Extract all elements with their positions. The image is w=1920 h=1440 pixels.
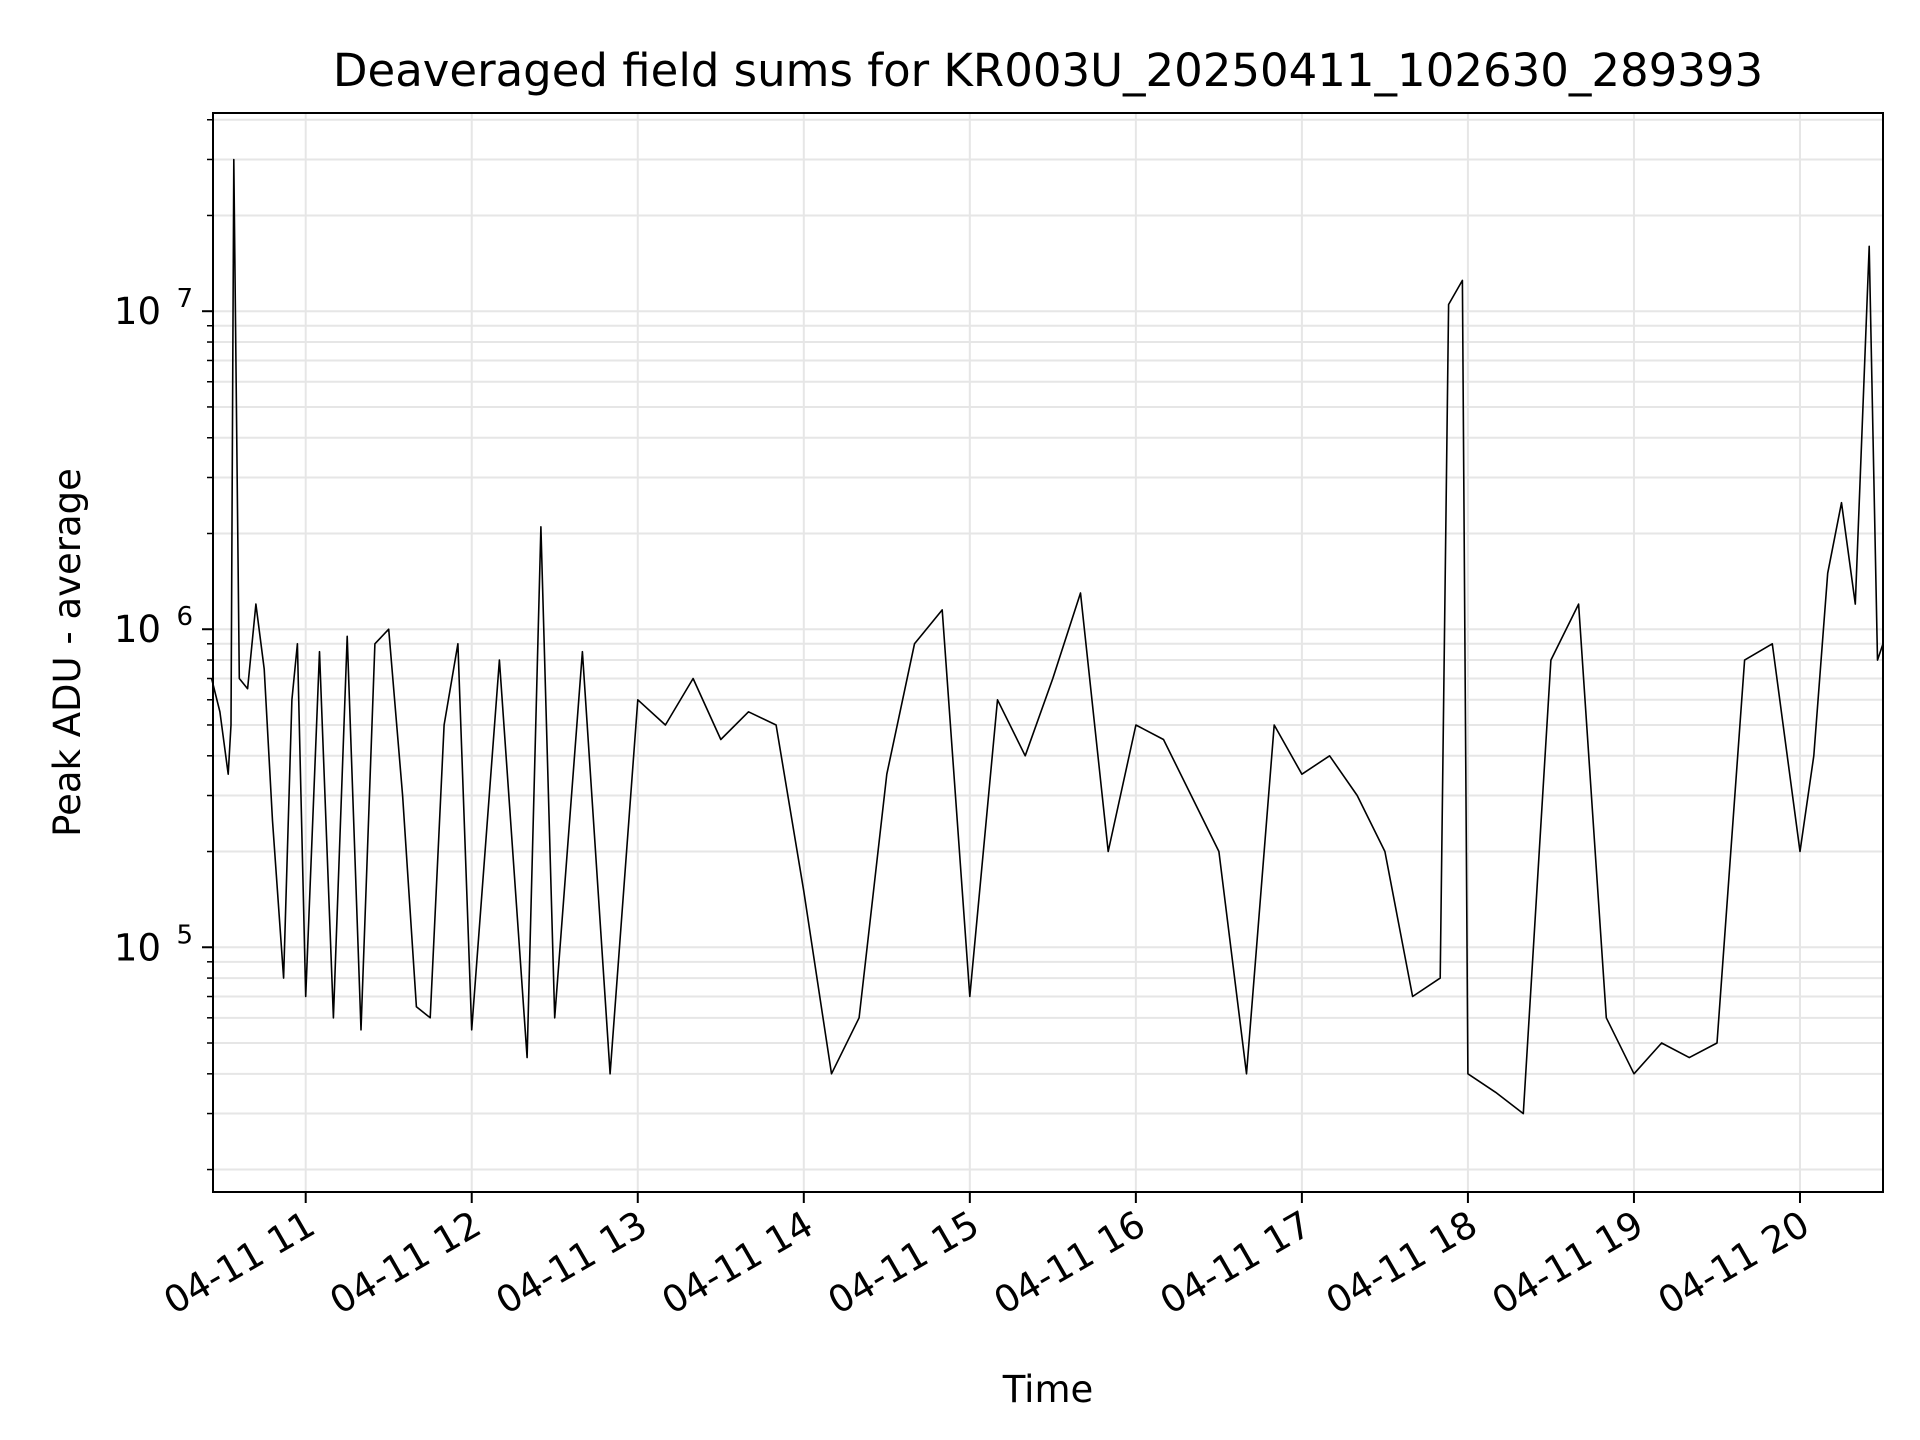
series-line [210,158,1884,1115]
grid [213,113,1883,1192]
y-tick-label-base: 10 [114,290,161,333]
y-tick-label-base: 10 [114,926,161,969]
y-tick-label-exponent: 5 [176,920,193,950]
y-tick-label-base: 10 [114,608,161,651]
chart-title: Deaveraged field sums for KR003U_2025041… [333,44,1763,97]
y-tick-label-exponent: 6 [176,602,193,632]
y-axis-label: Peak ADU - average [46,468,89,837]
series-layer [210,158,1884,1115]
plot-area-frame [212,112,1884,1193]
y-tick-label: 10 [114,608,161,651]
y-axis: 10 5 10 6 10 7 [114,118,213,1171]
y-tick-label: 10 [114,926,161,969]
x-axis-label: Time [1002,1368,1094,1411]
y-tick-label: 10 [114,290,161,333]
y-tick-label-exponent: 7 [176,284,193,314]
